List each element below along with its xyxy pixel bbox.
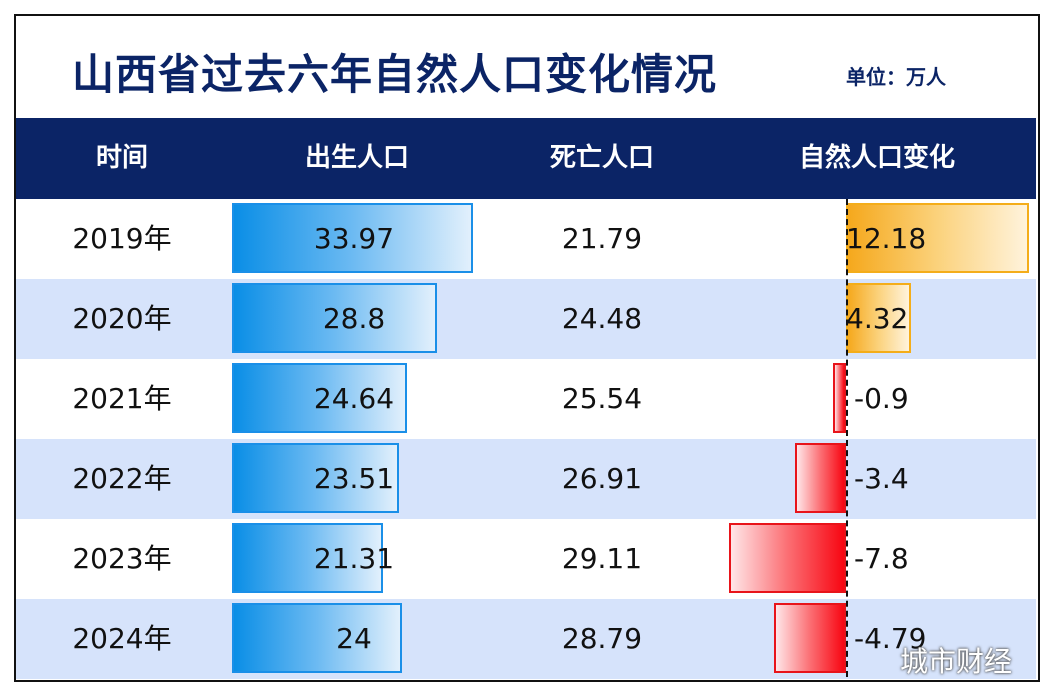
births-bar bbox=[232, 283, 437, 353]
table-row: 2020年 28.8 24.48 4.32 bbox=[16, 279, 1036, 359]
change-value: -7.8 bbox=[854, 542, 909, 575]
table-header: 时间 出生人口 死亡人口 自然人口变化 bbox=[16, 118, 1036, 199]
change-value: -3.4 bbox=[854, 462, 909, 495]
zero-axis-line bbox=[846, 199, 848, 677]
change-bar bbox=[795, 443, 846, 513]
births-bar bbox=[232, 363, 407, 433]
header-year: 时间 bbox=[95, 143, 148, 173]
watermark: 城市财经 bbox=[900, 645, 1013, 678]
unit-label: 单位：万人 bbox=[846, 65, 946, 89]
table-row: 2022年 23.51 26.91 -3.4 bbox=[16, 439, 1036, 519]
change-value: 4.32 bbox=[846, 302, 909, 335]
births-bar bbox=[232, 603, 403, 673]
deaths-value: 28.79 bbox=[561, 622, 643, 655]
change-bar bbox=[832, 363, 846, 433]
change-value: -4.79 bbox=[854, 622, 927, 655]
table-body: 2019年 33.97 21.79 12.18 2020年 28.8 24.48 4.32 20… bbox=[16, 199, 1036, 679]
year-cell: 2023年 bbox=[72, 542, 172, 575]
births-bar bbox=[232, 523, 384, 593]
deaths-value: 26.91 bbox=[561, 462, 643, 495]
births-value: 23.51 bbox=[313, 462, 395, 495]
births-value: 21.31 bbox=[313, 542, 395, 575]
deaths-value: 29.11 bbox=[561, 542, 643, 575]
table-row: 2023年 21.31 29.11 -7.8 bbox=[16, 519, 1036, 599]
births-value: 24 bbox=[336, 622, 372, 655]
table-row: 2019年 33.97 21.79 12.18 bbox=[16, 199, 1036, 279]
deaths-value: 25.54 bbox=[561, 382, 643, 415]
header-births: 出生人口 bbox=[304, 143, 409, 173]
year-cell: 2019年 bbox=[72, 222, 172, 255]
year-cell: 2020年 bbox=[72, 302, 172, 335]
year-cell: 2022年 bbox=[72, 462, 172, 495]
deaths-value: 24.48 bbox=[561, 302, 643, 335]
header-deaths: 死亡人口 bbox=[549, 143, 654, 173]
change-value: -0.9 bbox=[854, 382, 909, 415]
births-value: 33.97 bbox=[313, 222, 395, 255]
births-bar bbox=[232, 443, 399, 513]
births-value: 24.64 bbox=[313, 382, 395, 415]
change-bar bbox=[774, 603, 846, 673]
births-bar bbox=[232, 203, 474, 273]
header-change: 自然人口变化 bbox=[798, 143, 955, 173]
year-cell: 2024年 bbox=[72, 622, 172, 655]
table-row: 2021年 24.64 25.54 -0.9 bbox=[16, 359, 1036, 439]
change-value: 12.18 bbox=[846, 222, 927, 255]
change-bar bbox=[729, 523, 846, 593]
change-bar bbox=[846, 203, 1029, 273]
table-row: 2024年 24 28.79 -4.79 bbox=[16, 599, 1036, 679]
births-value: 28.8 bbox=[322, 302, 386, 335]
deaths-value: 21.79 bbox=[561, 222, 643, 255]
chart-title: 山西省过去六年自然人口变化情况 bbox=[72, 50, 718, 99]
year-cell: 2021年 bbox=[72, 382, 172, 415]
